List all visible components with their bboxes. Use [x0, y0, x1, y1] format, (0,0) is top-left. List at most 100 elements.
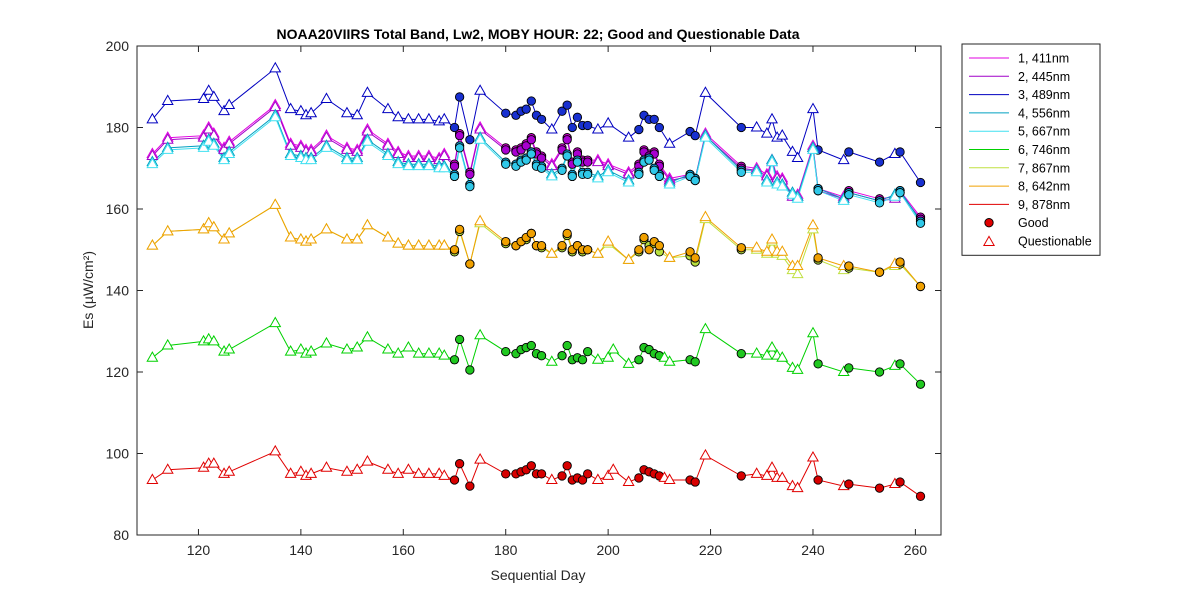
data-point-good [536, 114, 547, 125]
data-point-questionable [284, 467, 297, 478]
data-point-questionable [622, 475, 635, 486]
data-point-good [582, 346, 593, 357]
data-point-good [557, 351, 567, 361]
data-point-questionable [202, 84, 215, 95]
data-point-good [582, 469, 593, 479]
data-point-good [526, 149, 536, 159]
y-tick-label: 100 [106, 446, 130, 462]
data-point-questionable [340, 232, 353, 244]
data-point-questionable [545, 169, 558, 181]
data-point-questionable [223, 465, 236, 476]
data-point-questionable [622, 357, 635, 368]
data-point-questionable [602, 351, 615, 362]
data-point-questionable [402, 112, 415, 124]
data-point-questionable [765, 340, 779, 352]
data-point-questionable [202, 135, 215, 146]
data-point-good [813, 475, 823, 485]
data-point-questionable [207, 457, 220, 468]
legend-entry: 6, 746nm [969, 143, 1070, 157]
data-point-good [844, 479, 854, 489]
data-point-questionable [361, 455, 374, 466]
data-point-good [501, 469, 511, 479]
data-point-questionable [591, 171, 604, 183]
x-tick-label: 140 [289, 542, 313, 558]
data-point-questionable [545, 122, 558, 134]
data-point-questionable [412, 159, 425, 171]
data-point-questionable [197, 141, 210, 152]
data-point-good [844, 261, 854, 271]
data-point-good [736, 122, 746, 133]
data-point-questionable [760, 175, 773, 187]
data-point-questionable [791, 267, 804, 279]
data-point-questionable [269, 110, 282, 122]
legend-entry: 4, 556nm [969, 106, 1070, 120]
series-6-markers [146, 316, 926, 389]
data-point-questionable [402, 340, 415, 352]
data-point-questionable [269, 316, 282, 328]
data-point-questionable [776, 245, 789, 256]
data-point-questionable [381, 342, 394, 354]
data-point-questionable [602, 116, 615, 128]
data-point-good [449, 161, 460, 171]
data-point-questionable [545, 473, 558, 484]
data-point-good [526, 340, 536, 351]
data-point-questionable [207, 334, 220, 346]
data-point-questionable [294, 104, 307, 116]
data-point-good [526, 461, 536, 471]
data-point-questionable [284, 345, 297, 356]
data-point-questionable [438, 349, 451, 360]
data-point-good [562, 151, 572, 161]
data-point-good [649, 114, 659, 125]
data-point-questionable [361, 330, 374, 342]
data-point-good [874, 157, 885, 167]
axis-layer: 120 140 160 180 200 220 240 260 80 100 120 140 160 18… [106, 38, 941, 558]
data-point-good [567, 122, 577, 133]
y-tick-label: 200 [106, 38, 130, 54]
data-point-questionable [412, 239, 425, 250]
data-point-questionable [392, 157, 405, 169]
data-point-good [465, 181, 475, 192]
data-point-questionable [305, 345, 318, 356]
data-point-questionable [161, 224, 174, 236]
data-point-good [915, 177, 926, 188]
data-point-questionable [699, 210, 712, 222]
data-point-questionable [412, 112, 425, 124]
data-point-questionable [699, 86, 712, 97]
data-point-questionable [146, 157, 159, 169]
data-point-questionable [223, 342, 236, 354]
legend-label: 7, 867nm [1018, 161, 1070, 175]
data-point-questionable [320, 461, 333, 472]
data-point-good [567, 171, 577, 182]
data-point-good [690, 253, 700, 263]
legend-entry: 8, 642nm [969, 180, 1070, 194]
data-point-good [634, 124, 644, 135]
x-tick-label: 200 [596, 542, 620, 558]
legend-label: 1, 411nm [1018, 52, 1069, 66]
data-point-questionable [806, 143, 819, 154]
data-point-good [736, 167, 746, 177]
data-point-questionable [284, 149, 297, 160]
data-point-good [874, 267, 885, 277]
data-point-questionable [791, 151, 804, 163]
data-point-good [915, 491, 926, 501]
data-point-questionable [622, 131, 635, 142]
legend-label: 8, 642nm [1018, 180, 1070, 194]
data-point-questionable [381, 149, 394, 160]
legend-marker-circle [984, 218, 994, 228]
data-point-questionable [663, 473, 676, 484]
data-point-questionable [422, 112, 435, 124]
data-point-questionable [351, 108, 364, 120]
data-point-questionable [786, 188, 799, 199]
y-tick-label: 80 [113, 527, 129, 543]
legend-label: 4, 556nm [1018, 106, 1070, 120]
series-3-markers [146, 61, 926, 188]
data-point-good [577, 475, 588, 485]
data-point-questionable [361, 86, 374, 97]
data-point-questionable [305, 467, 318, 478]
data-point-questionable [392, 347, 405, 358]
legend-entry: 9, 878nm [969, 198, 1070, 212]
data-point-questionable [837, 194, 850, 205]
data-point-questionable [340, 342, 353, 354]
data-point-good [690, 357, 700, 367]
data-point-questionable [607, 463, 620, 474]
